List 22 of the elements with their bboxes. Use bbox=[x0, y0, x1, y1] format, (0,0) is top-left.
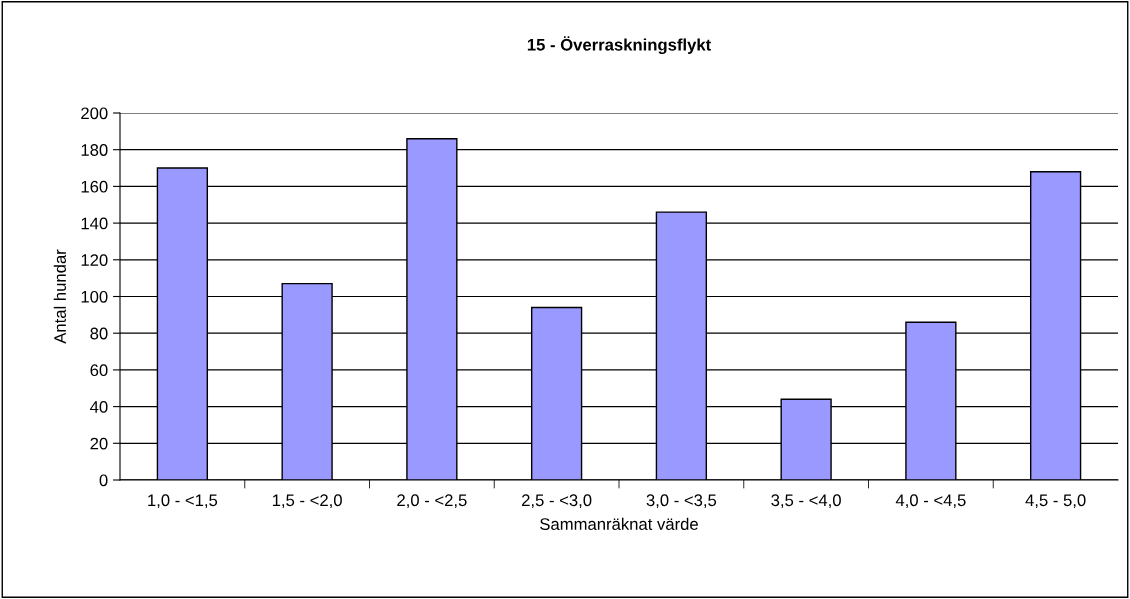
y-tick-label: 160 bbox=[81, 180, 108, 193]
x-tick-label: 1,5 - <2,0 bbox=[272, 494, 342, 509]
x-tick-label: 3,5 - <4,0 bbox=[771, 494, 841, 509]
y-tick-label: 120 bbox=[81, 254, 108, 266]
y-axis-title: Antal hundar bbox=[53, 249, 66, 344]
y-tick-label: 0 bbox=[99, 474, 108, 487]
x-tick-label: 3,0 - <3,5 bbox=[646, 494, 717, 509]
y-tick-label: 200 bbox=[81, 107, 108, 120]
y-tick-label: 60 bbox=[90, 364, 108, 377]
chart-title: 15 - Överraskningsflykt bbox=[527, 36, 711, 55]
y-tick-label: 100 bbox=[81, 290, 108, 303]
x-tick-label: 2,5 - <3,0 bbox=[522, 494, 592, 509]
x-axis-title: Sammanräknat värde bbox=[540, 517, 698, 530]
x-tick-label: 4,5 - 5,0 bbox=[1025, 494, 1086, 509]
y-tick-label: 20 bbox=[90, 437, 108, 450]
y-tick-label: 140 bbox=[81, 217, 108, 230]
x-tick-label: 2,0 - <2,5 bbox=[397, 494, 467, 509]
y-tick-label: 80 bbox=[90, 327, 108, 340]
x-tick-label: 1,0 - <1,5 bbox=[148, 494, 218, 509]
y-tick-label: 180 bbox=[81, 144, 108, 156]
x-tick-label: 4,0 - <4,5 bbox=[895, 494, 966, 509]
y-tick-label: 40 bbox=[90, 401, 108, 413]
